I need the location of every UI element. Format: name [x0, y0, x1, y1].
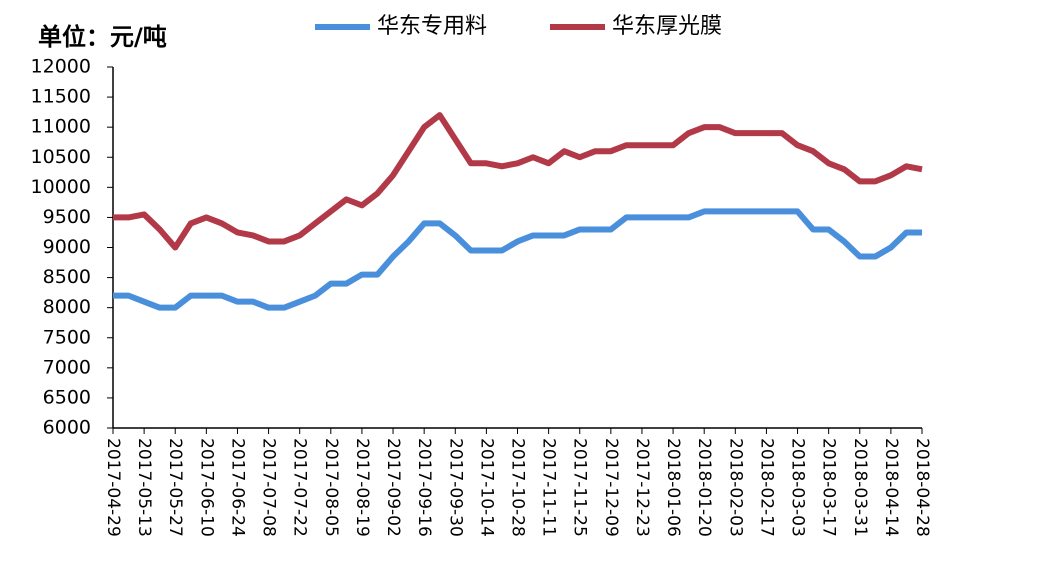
y-tick-label: 10500	[31, 146, 91, 168]
x-tick-label: 2017-06-24	[227, 438, 247, 537]
x-tick-label: 2017-06-10	[196, 438, 216, 537]
x-tick-label: 2018-01-20	[694, 438, 714, 537]
x-tick-label: 2017-04-29	[103, 438, 123, 537]
x-tick-label: 2018-03-17	[819, 438, 839, 537]
x-tick-label: 2017-07-22	[290, 438, 310, 537]
y-tick-label: 11500	[31, 86, 91, 108]
y-tick-label: 10000	[31, 176, 91, 198]
series-line	[113, 112, 923, 251]
x-tick-label: 2017-09-30	[445, 438, 465, 537]
y-tick-label: 6500	[43, 386, 91, 408]
x-tick-label: 2017-07-08	[259, 438, 279, 537]
x-tick-label: 2017-12-09	[601, 438, 621, 537]
unit-label: 单位：元/吨	[38, 23, 167, 51]
x-tick-label: 2017-12-23	[632, 438, 652, 537]
legend-label: 华东专用料	[377, 14, 487, 39]
y-tick-label: 8500	[43, 266, 91, 288]
x-tick-label: 2017-10-28	[508, 438, 528, 537]
x-tick-label: 2018-01-06	[663, 438, 683, 537]
x-tick-label: 2018-02-03	[725, 438, 745, 537]
x-tick-label: 2018-03-03	[788, 438, 808, 537]
x-tick-label: 2017-08-05	[321, 438, 341, 537]
y-tick-label: 6000	[43, 417, 91, 439]
x-tick-label: 2018-04-28	[912, 438, 932, 537]
x-tick-label: 2017-11-11	[539, 438, 559, 537]
x-tick-label: 2017-05-13	[134, 438, 154, 537]
legend-label: 华东厚光膜	[612, 14, 722, 39]
y-tick-label: 9500	[43, 206, 91, 228]
x-tick-label: 2018-03-31	[850, 438, 870, 537]
y-tick-label: 11000	[31, 116, 91, 138]
y-tick-label: 7000	[43, 356, 91, 378]
series-line	[113, 208, 922, 311]
x-tick-label: 2017-09-16	[414, 438, 434, 537]
x-tick-label: 2017-05-27	[165, 438, 185, 537]
x-tick-label: 2018-02-17	[756, 438, 776, 537]
y-tick-label: 9000	[43, 236, 91, 258]
x-tick-label: 2017-10-14	[476, 438, 496, 537]
y-tick-label: 8000	[43, 296, 91, 318]
y-tick-label: 12000	[31, 56, 91, 78]
x-tick-label: 2017-09-02	[383, 438, 403, 537]
x-tick-label: 2017-08-19	[352, 438, 372, 537]
x-tick-label: 2017-11-25	[570, 438, 590, 537]
x-tick-label: 2018-04-14	[881, 438, 901, 537]
y-tick-label: 7500	[43, 326, 91, 348]
